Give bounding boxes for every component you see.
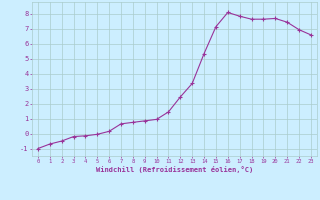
X-axis label: Windchill (Refroidissement éolien,°C): Windchill (Refroidissement éolien,°C) [96, 166, 253, 173]
